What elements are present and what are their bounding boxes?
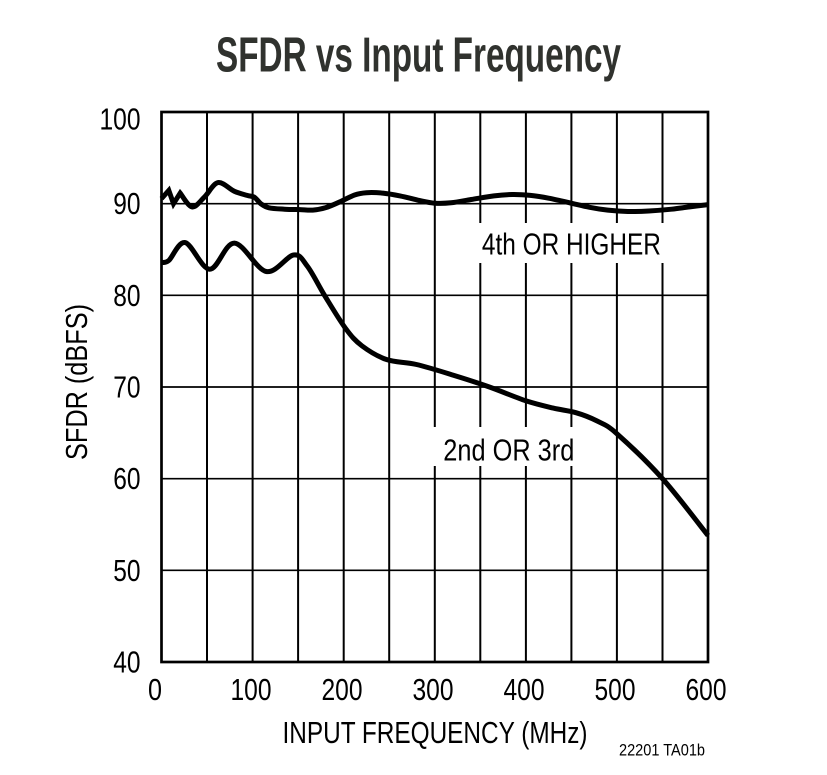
svg-text:22201 TA01b: 22201 TA01b (619, 742, 705, 760)
svg-text:200: 200 (322, 673, 363, 707)
svg-text:90: 90 (113, 187, 140, 221)
svg-text:SFDR vs Input Frequency: SFDR vs Input Frequency (216, 28, 621, 83)
svg-text:80: 80 (113, 279, 140, 313)
svg-text:4th OR HIGHER: 4th OR HIGHER (482, 227, 661, 261)
svg-text:500: 500 (595, 673, 636, 707)
svg-text:100: 100 (231, 673, 272, 707)
svg-text:400: 400 (504, 673, 545, 707)
svg-text:100: 100 (100, 103, 141, 137)
svg-text:70: 70 (113, 371, 140, 405)
svg-text:2nd OR 3rd: 2nd OR 3rd (443, 433, 574, 468)
svg-text:600: 600 (686, 673, 727, 707)
svg-text:300: 300 (413, 673, 454, 707)
svg-text:INPUT FREQUENCY (MHz): INPUT FREQUENCY (MHz) (283, 715, 588, 750)
svg-text:0: 0 (148, 673, 162, 707)
svg-text:50: 50 (113, 554, 140, 588)
svg-text:40: 40 (113, 646, 140, 680)
svg-text:SFDR (dBFS): SFDR (dBFS) (60, 304, 94, 460)
svg-text:60: 60 (113, 462, 140, 496)
